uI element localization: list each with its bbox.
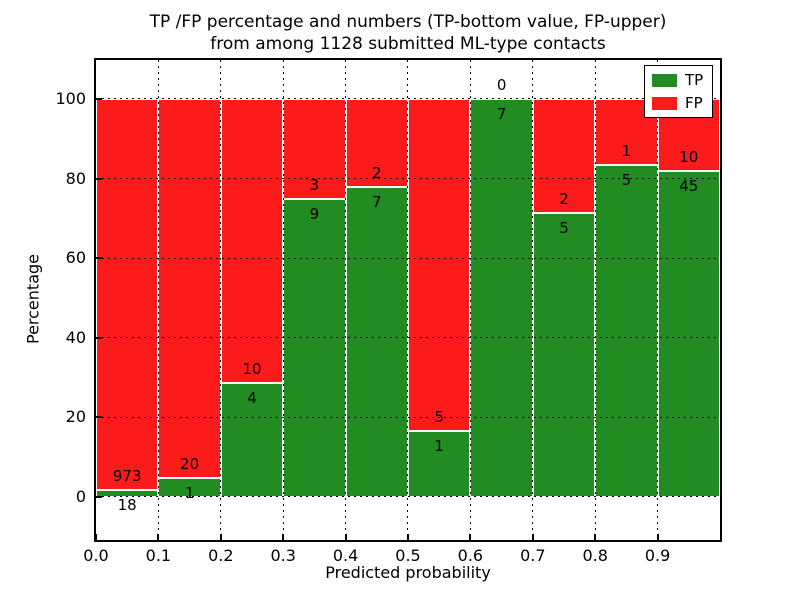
x-gridline xyxy=(469,60,472,540)
x-tick-label: 0.0 xyxy=(83,546,109,565)
x-tick-label: 0.5 xyxy=(395,546,421,565)
x-gridline xyxy=(220,60,223,540)
fp-color-swatch xyxy=(652,96,677,110)
y-tick-mark xyxy=(96,257,102,260)
x-gridline xyxy=(344,60,347,540)
tp-count-annotation: 1 xyxy=(184,484,195,503)
x-tick-mark xyxy=(157,534,160,540)
tp-count-annotation: 7 xyxy=(372,193,382,212)
plot-area: 973 18 20 1 10 4 3 9 2 7 5 1 0 7 2 5 1 5 10 45 xyxy=(94,58,722,542)
tp-count-annotation: 5 xyxy=(559,218,569,237)
x-tick-mark xyxy=(656,534,659,540)
x-tick-label: 0.3 xyxy=(270,546,296,565)
y-tick-label: 60 xyxy=(65,248,86,268)
fp-count-annotation: 973 xyxy=(112,466,142,485)
chart-title-line1: TP /FP percentage and numbers (TP-bottom… xyxy=(149,12,667,32)
fp-count-annotation: 3 xyxy=(309,175,320,194)
legend-label-fp: FP xyxy=(685,94,703,112)
tp-count-annotation: 45 xyxy=(679,177,699,196)
bar-tp-segment xyxy=(657,171,720,497)
x-gridline xyxy=(157,60,160,540)
fp-count-annotation: 10 xyxy=(242,360,262,379)
x-tick-label: 0.6 xyxy=(457,546,484,565)
x-gridline xyxy=(532,60,535,540)
y-tick-mark xyxy=(96,416,102,419)
tp-count-annotation: 7 xyxy=(496,105,507,123)
chart-title-line2: from among 1128 submitted ML-type contac… xyxy=(210,34,606,54)
y-tick-mark xyxy=(96,177,102,180)
y-tick-label: 80 xyxy=(65,168,86,188)
x-gridline xyxy=(594,60,597,540)
y-tick-label: 40 xyxy=(65,327,86,347)
bar-fp-segment xyxy=(532,99,596,213)
fp-count-annotation: 1 xyxy=(621,142,632,161)
legend-entry-tp: TP xyxy=(652,71,703,89)
x-tick-mark xyxy=(469,534,472,540)
x-tick-mark xyxy=(344,534,347,540)
bar-fp-segment xyxy=(96,99,159,490)
bar-tp-segment xyxy=(283,198,346,497)
fp-count-annotation: 2 xyxy=(372,164,382,183)
x-tick-label: 0.7 xyxy=(520,546,546,565)
tp-count-annotation: 18 xyxy=(117,495,137,514)
fp-count-annotation: 2 xyxy=(559,189,569,208)
bar-fp-segment xyxy=(220,99,284,384)
x-tick-mark xyxy=(219,534,222,540)
legend-entry-fp: FP xyxy=(652,94,703,112)
bar-tp-segment xyxy=(345,187,408,497)
x-gridline xyxy=(656,60,659,540)
x-tick-label: 0.1 xyxy=(145,546,172,565)
y-axis-label: Percentage xyxy=(23,253,43,345)
y-tick-label: 20 xyxy=(65,407,86,427)
bar-tp-segment xyxy=(595,165,658,497)
x-gridline xyxy=(282,60,285,540)
x-tick-label: 0.8 xyxy=(582,546,608,565)
x-tick-mark xyxy=(531,534,534,540)
tp-count-annotation: 1 xyxy=(434,436,444,455)
tp-color-swatch xyxy=(652,73,677,87)
bar-fp-segment xyxy=(408,99,471,431)
bar-tp-segment xyxy=(470,99,533,497)
tp-count-annotation: 9 xyxy=(309,204,320,223)
y-tick-mark xyxy=(96,98,102,100)
fp-count-annotation: 20 xyxy=(180,455,200,474)
tp-count-annotation: 4 xyxy=(247,389,257,408)
chart-title: TP /FP percentage and numbers (TP-bottom… xyxy=(16,11,800,55)
x-axis-label: Predicted probability xyxy=(325,563,491,582)
fp-count-annotation: 5 xyxy=(434,407,444,426)
bar-tp-segment xyxy=(532,212,596,497)
fp-count-annotation: 0 xyxy=(496,76,507,94)
x-tick-label: 0.4 xyxy=(332,546,359,565)
bar-fp-segment xyxy=(158,99,221,479)
x-tick-mark xyxy=(282,534,285,540)
y-tick-label: 0 xyxy=(75,487,86,506)
y-tick-mark xyxy=(96,496,102,498)
tp-count-annotation: 5 xyxy=(621,171,632,190)
legend-label-tp: TP xyxy=(685,71,704,89)
y-tick-label: 100 xyxy=(55,89,86,108)
fp-count-annotation: 10 xyxy=(679,148,699,167)
legend: TP FP xyxy=(644,65,714,118)
x-tick-mark xyxy=(95,534,97,540)
x-tick-mark xyxy=(407,534,409,540)
x-tick-label: 0.9 xyxy=(644,546,671,565)
x-gridline xyxy=(407,60,410,540)
x-tick-label: 0.2 xyxy=(208,546,234,565)
x-tick-mark xyxy=(594,534,597,540)
y-tick-mark xyxy=(96,336,102,339)
